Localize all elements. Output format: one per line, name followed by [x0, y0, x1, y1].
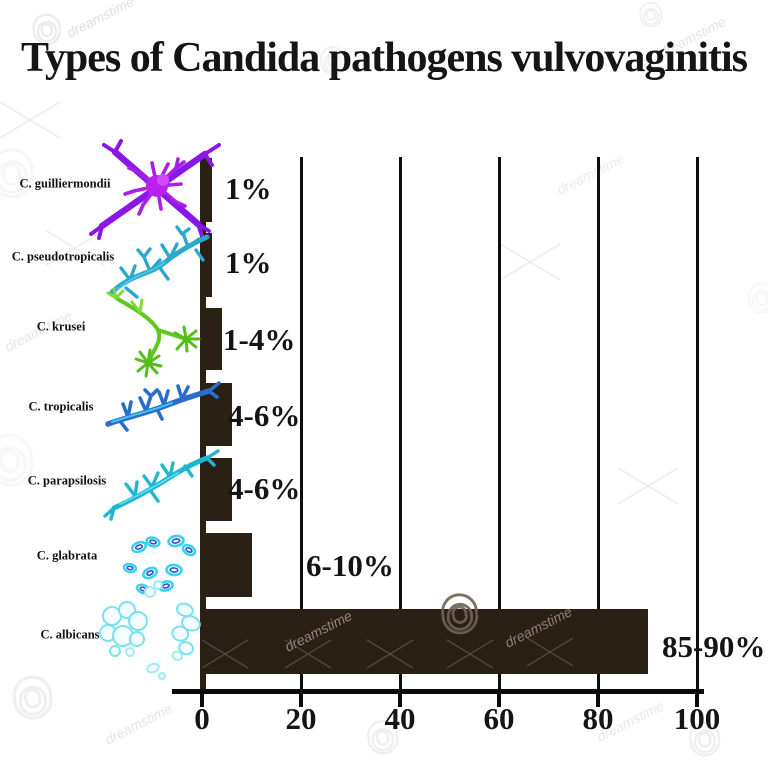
x-tick-label: 100	[673, 701, 721, 736]
x-tick-40	[398, 692, 402, 707]
gridline-100	[696, 157, 699, 691]
x-tick-label: 80	[582, 701, 614, 736]
category-label-c-guilliermondii: C. guilliermondii	[19, 176, 111, 191]
c-albicans-illustration	[99, 580, 201, 680]
value-label-c-pseudotropicalis: 1%	[225, 245, 272, 280]
bar-c-albicans	[202, 609, 648, 674]
x-tick-60	[497, 692, 501, 707]
category-label-c-krusei: C. krusei	[36, 319, 86, 334]
bar-c-pseudotropicalis	[202, 233, 212, 297]
gridline-80	[597, 157, 600, 691]
value-label-c-glabrata: 6-10%	[306, 548, 394, 583]
value-label-c-krusei: 1-4%	[223, 322, 296, 357]
watermark-crosses	[0, 101, 679, 505]
x-tick-label: 60	[483, 701, 515, 736]
c-pseudotropicalis-illustration	[109, 225, 210, 299]
x-tick-100	[695, 692, 699, 707]
chart-title: Types of Candida pathogens vulvovaginiti…	[20, 35, 748, 81]
bar-c-krusei	[202, 308, 222, 370]
x-axis-line	[172, 689, 704, 694]
x-tick-label: 0	[194, 701, 210, 736]
value-label-c-parapsilosis: 4-6%	[228, 471, 301, 506]
x-tick-0	[200, 692, 204, 707]
gridline-40	[399, 157, 402, 691]
gridline-60	[498, 157, 501, 691]
category-label-c-tropicalis: C. tropicalis	[28, 399, 94, 414]
value-label-c-albicans: 85-90%	[662, 629, 766, 664]
c-krusei-illustration	[106, 287, 201, 378]
category-label-c-pseudotropicalis: C. pseudotropicalis	[11, 249, 115, 264]
bar-c-guilliermondii	[202, 158, 212, 222]
x-tick-label: 40	[384, 701, 416, 736]
bar-c-glabrata	[202, 533, 252, 597]
category-label-c-glabrata: C. glabrata	[36, 548, 98, 563]
category-label-c-parapsilosis: C. parapsilosis	[27, 473, 107, 488]
svg-text:dreamstime: dreamstime	[554, 150, 627, 198]
x-tick-20	[299, 692, 303, 707]
x-tick-label: 20	[285, 701, 317, 736]
x-tick-80	[596, 692, 600, 707]
category-label-c-albicans: C. albicans	[40, 627, 100, 642]
value-label-c-guilliermondii: 1%	[225, 171, 272, 206]
value-label-c-tropicalis: 4-6%	[228, 398, 301, 433]
gridline-20	[300, 157, 303, 691]
c-glabrata-illustration	[122, 534, 197, 595]
